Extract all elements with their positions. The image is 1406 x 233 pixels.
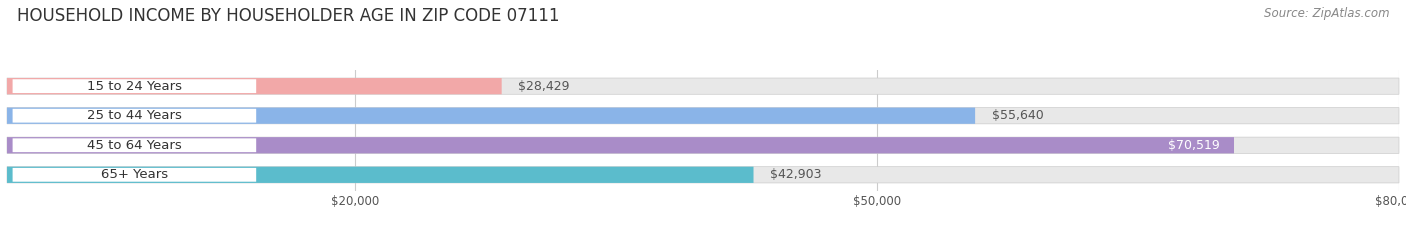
FancyBboxPatch shape (7, 167, 1399, 183)
FancyBboxPatch shape (7, 108, 976, 124)
Text: 45 to 64 Years: 45 to 64 Years (87, 139, 181, 152)
FancyBboxPatch shape (7, 137, 1234, 153)
FancyBboxPatch shape (7, 167, 754, 183)
Text: $42,903: $42,903 (770, 168, 821, 181)
Text: $55,640: $55,640 (991, 109, 1043, 122)
Text: $70,519: $70,519 (1168, 139, 1220, 152)
Text: Source: ZipAtlas.com: Source: ZipAtlas.com (1264, 7, 1389, 20)
FancyBboxPatch shape (7, 137, 1399, 153)
FancyBboxPatch shape (7, 108, 1399, 124)
Text: 65+ Years: 65+ Years (101, 168, 167, 181)
FancyBboxPatch shape (7, 78, 1399, 94)
FancyBboxPatch shape (13, 109, 256, 123)
FancyBboxPatch shape (13, 138, 256, 152)
FancyBboxPatch shape (7, 78, 502, 94)
Text: HOUSEHOLD INCOME BY HOUSEHOLDER AGE IN ZIP CODE 07111: HOUSEHOLD INCOME BY HOUSEHOLDER AGE IN Z… (17, 7, 560, 25)
Text: 15 to 24 Years: 15 to 24 Years (87, 80, 181, 93)
Text: 25 to 44 Years: 25 to 44 Years (87, 109, 181, 122)
FancyBboxPatch shape (13, 79, 256, 93)
FancyBboxPatch shape (13, 168, 256, 182)
Text: $28,429: $28,429 (519, 80, 569, 93)
